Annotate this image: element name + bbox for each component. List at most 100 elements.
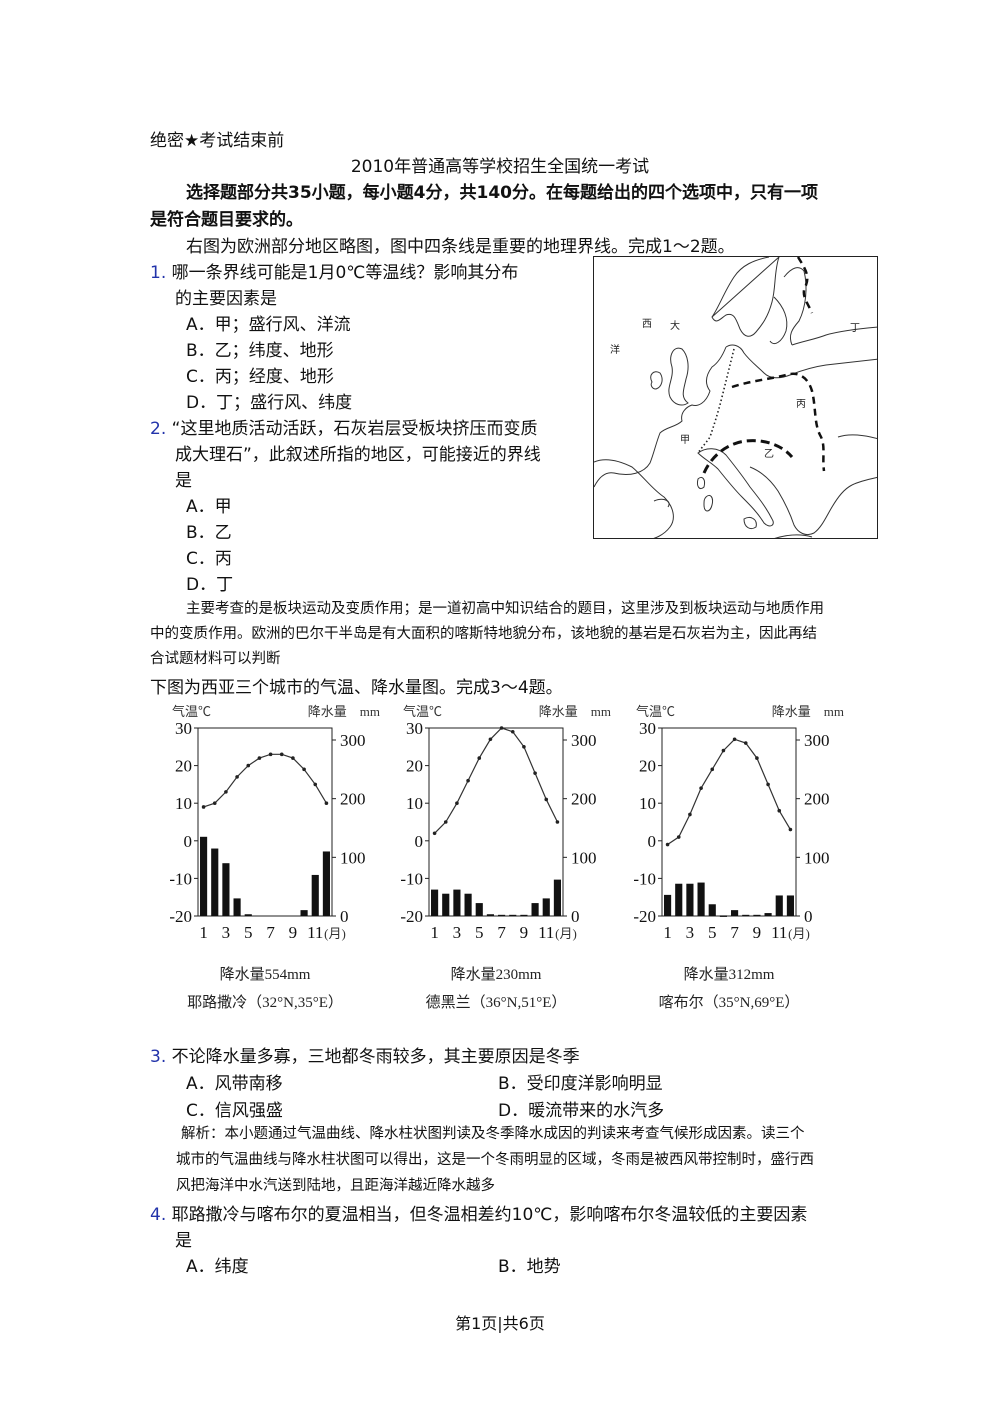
month-tick-label: 9	[753, 923, 762, 942]
month-unit-label: (月)	[555, 926, 577, 941]
analysis-3-line3: 风把海洋中水汽送到陆地，且距海洋越近降水越多	[176, 1178, 495, 1194]
analysis-2-line2: 中的变质作用。欧洲的巴尔干半岛是有大面积的喀斯特地貌分布，该地貌的基岩是石灰岩为…	[150, 626, 817, 642]
precip-bar	[464, 893, 472, 916]
temp-tick-label: -10	[633, 869, 656, 888]
precip-tick-label: 100	[804, 848, 830, 867]
temp-tick-label: -20	[169, 907, 192, 926]
precip-total-label: 降水量230mm	[451, 966, 542, 983]
precip-bar	[453, 889, 461, 916]
q4-line1: 耶路撒冷与喀布尔的夏温相当，但冬温相差约10℃，影响喀布尔冬温较低的主要因素	[171, 1205, 808, 1225]
month-tick-label: 11	[771, 923, 787, 942]
month-unit-label: (月)	[324, 926, 346, 941]
temp-line	[434, 727, 558, 834]
temp-point	[732, 737, 737, 742]
temp-tick-label: 10	[175, 794, 192, 813]
temp-axis-label: 气温℃	[172, 704, 211, 719]
precip-bar	[486, 914, 494, 916]
map-label-xi: 西	[642, 319, 652, 330]
precip-bar	[719, 915, 727, 917]
month-tick-label: 1	[430, 923, 439, 942]
temp-point	[324, 801, 329, 805]
precip-bar	[686, 883, 694, 916]
intro-q3-4: 下图为西亚三个城市的气温、降水量图。完成3～4题。	[150, 678, 563, 698]
temp-point	[212, 801, 217, 805]
temp-point	[788, 827, 793, 832]
q3-stem: 3. 不论降水量多寡，三地都冬雨较多，其主要原因是冬季	[150, 1042, 580, 1067]
precip-tick-label: 300	[571, 731, 597, 750]
temp-tick-label: -10	[169, 869, 192, 888]
precip-bar	[708, 904, 716, 916]
precip-bar	[244, 914, 252, 916]
month-tick-label: 7	[730, 923, 739, 942]
temp-point	[710, 767, 715, 772]
q2-stem: 2. “这里地质活动活跃，石灰岩层受板块挤压而变质	[150, 414, 537, 439]
temp-point	[224, 790, 228, 794]
precip-bar	[553, 879, 561, 916]
page-footer: 第1页|共6页	[455, 1314, 545, 1333]
month-tick-label: 3	[686, 923, 695, 942]
precip-tick-label: 200	[804, 790, 830, 809]
q4-line2: 是	[175, 1231, 192, 1251]
precip-axis-label: 降水量 mm	[772, 704, 844, 719]
month-tick-label: 3	[222, 923, 231, 942]
precip-bar	[498, 914, 506, 917]
temp-point	[201, 805, 206, 809]
temp-point	[777, 808, 782, 813]
q1-number: 1.	[150, 263, 167, 283]
month-tick-label: 1	[663, 923, 672, 942]
precip-bar	[200, 836, 208, 916]
temp-line	[667, 738, 791, 846]
month-tick-label: 9	[289, 923, 298, 942]
plot-frame	[197, 727, 333, 917]
temp-axis-label: 气温℃	[403, 704, 442, 719]
intro-q1-2: 右图为欧洲部分地区略图，图中四条线是重要的地理界线。完成1～2题。	[186, 237, 735, 257]
month-tick-label: 11	[307, 923, 323, 942]
climate-chart-tehran: 气温℃ 降水量 mm 30 20 10 0 -10 -20 300 200 100 0 1 3 5 7 9 11(…	[381, 700, 613, 1020]
boundary-jia	[697, 348, 735, 454]
month-tick-label: 9	[520, 923, 529, 942]
precip-bar	[531, 903, 539, 916]
temp-point	[302, 767, 306, 772]
temp-point	[235, 775, 239, 779]
city-label: 耶路撒冷（32°N,35°E）	[187, 994, 343, 1011]
temp-point	[721, 748, 726, 753]
analysis-3-line1: 解析：本小题通过气温曲线、降水柱状图判读及冬季降水成因的判读来考查气候形成因素。…	[181, 1126, 805, 1142]
month-tick-label: 3	[453, 923, 462, 942]
month-tick-label: 11	[538, 923, 554, 942]
q4-option-a: A．纬度	[186, 1257, 249, 1277]
precip-bar	[442, 893, 450, 916]
temp-point	[455, 801, 459, 805]
precip-total-label: 降水量554mm	[220, 966, 311, 983]
temp-tick-label: 20	[406, 757, 423, 776]
q2-line1: “这里地质活动活跃，石灰岩层受板块挤压而变质	[171, 419, 538, 439]
temp-point	[477, 756, 482, 760]
precip-bar	[764, 913, 772, 916]
month-tick-label: 5	[244, 923, 253, 942]
temp-point	[522, 745, 526, 749]
q1-option-d: D．丁；盛行风、纬度	[186, 393, 353, 413]
temp-point	[555, 820, 560, 824]
climate-chart-jerusalem: 气温℃ 降水量 mm 30 20 10 0 -10 -20 300 200 100 0 1 3 5 7 9 11(…	[150, 700, 382, 1020]
climate-chart-kabul: 气温℃ 降水量 mm 30 20 10 0 -10 -20 300 200 100 0 1 3 5 7 9 11(…	[614, 700, 850, 1020]
temp-tick-label: 0	[648, 832, 657, 851]
q1-option-b: B．乙；纬度、地形	[186, 341, 334, 361]
precip-bar	[664, 894, 672, 916]
temp-point	[246, 763, 251, 768]
map-label-bing: 丙	[796, 399, 806, 410]
map-label-yi: 乙	[764, 448, 774, 460]
precip-tick-label: 0	[804, 907, 813, 926]
q3-number: 3.	[150, 1047, 167, 1067]
analysis-2-line1: 主要考查的是板块运动及变质作用；是一道初高中知识结合的题目，这里涉及到板块运动与…	[186, 601, 824, 617]
precip-tick-label: 200	[340, 790, 366, 809]
temp-tick-label: 30	[639, 719, 656, 738]
q3-option-b: B．受印度洋影响明显	[498, 1074, 663, 1094]
temp-tick-label: 10	[406, 794, 423, 813]
temp-point	[488, 737, 493, 742]
temp-point	[544, 797, 549, 802]
precip-bar	[697, 882, 705, 916]
q1-option-a: A．甲；盛行风、洋流	[186, 315, 351, 335]
analysis-3-line2: 城市的气温曲线与降水柱状图可以得出，这是一个冬雨明显的区域，冬雨是被西风带控制时…	[176, 1152, 814, 1168]
precip-bar	[542, 898, 550, 916]
temp-point	[466, 778, 470, 783]
temp-point	[510, 729, 515, 734]
